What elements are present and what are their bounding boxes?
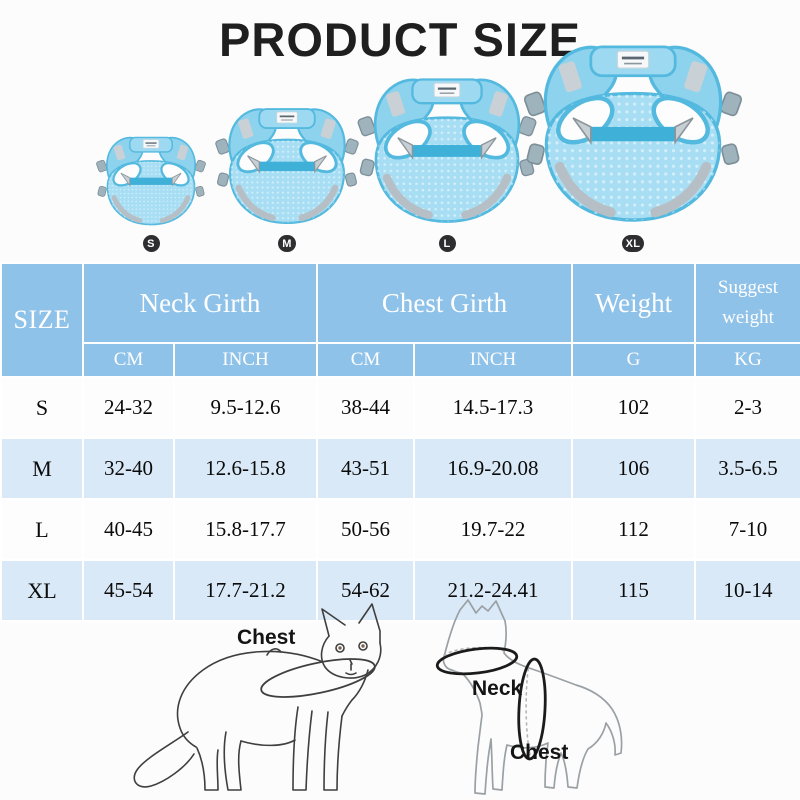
table-row-s: S 24-32 9.5-12.6 38-44 14.5-17.3 102 2-3 <box>0 376 800 439</box>
header-suggest-weight: Suggest weight <box>694 262 800 344</box>
dog-neck-label: Neck <box>472 677 523 700</box>
harness-size-xl-group: XL <box>522 38 744 252</box>
row-l-neck-cm: 40-45 <box>82 498 175 561</box>
row-xl-neck-inch: 17.7-21.2 <box>173 559 318 622</box>
row-l-weight: 112 <box>571 498 696 561</box>
row-l-size: L <box>0 498 84 561</box>
row-xl-suggest: 10-14 <box>694 559 800 622</box>
size-badge-m: M <box>278 235 296 252</box>
row-m-chest-inch: 16.9-20.08 <box>413 437 573 500</box>
subheader-chest-inch: INCH <box>413 342 573 378</box>
header-size: SIZE <box>0 262 84 378</box>
row-m-neck-cm: 32-40 <box>82 437 175 500</box>
row-l-chest-cm: 50-56 <box>316 498 415 561</box>
row-s-chest-inch: 14.5-17.3 <box>413 376 573 439</box>
page-title: PRODUCT SIZE <box>219 13 581 66</box>
row-m-chest-cm: 43-51 <box>316 437 415 500</box>
cat-drawing <box>133 603 382 791</box>
row-s-chest-cm: 38-44 <box>316 376 415 439</box>
header-neck-girth: Neck Girth <box>82 262 318 344</box>
row-m-neck-inch: 12.6-15.8 <box>173 437 318 500</box>
subheader-suggest-kg: KG <box>694 342 800 378</box>
row-s-neck-cm: 24-32 <box>82 376 175 439</box>
row-l-neck-inch: 15.8-17.7 <box>173 498 318 561</box>
size-badge-l: L <box>438 235 456 252</box>
row-xl-weight: 115 <box>571 559 696 622</box>
row-l-suggest: 7-10 <box>694 498 800 561</box>
harness-size-m-group: M <box>214 103 360 252</box>
harness-size-s-group: S <box>95 133 207 252</box>
dog-measure-guide: Neck Chest <box>432 597 642 800</box>
row-xl-chest-cm: 54-62 <box>316 559 415 622</box>
table-row-l: L 40-45 15.8-17.7 50-56 19.7-22 112 7-10 <box>0 498 800 561</box>
row-s-neck-inch: 9.5-12.6 <box>173 376 318 439</box>
row-l-chest-inch: 19.7-22 <box>413 498 573 561</box>
harness-image-m <box>214 103 360 229</box>
size-badge-s: S <box>142 235 160 252</box>
dog-drawing <box>435 599 623 795</box>
harness-image-s <box>95 133 207 229</box>
table-row-xl: XL 45-54 17.7-21.2 54-62 21.2-24.41 115 … <box>0 559 800 622</box>
row-xl-chest-inch: 21.2-24.41 <box>413 559 573 622</box>
size-table: SIZE Neck Girth Chest Girth Weight Sugge… <box>0 262 800 622</box>
size-badge-xl: XL <box>621 235 645 252</box>
subheader-chest-cm: CM <box>316 342 415 378</box>
harness-image-xl <box>522 38 744 229</box>
row-m-suggest: 3.5-6.5 <box>694 437 800 500</box>
row-m-size: M <box>0 437 84 500</box>
header-chest-girth: Chest Girth <box>316 262 573 344</box>
row-s-weight: 102 <box>571 376 696 439</box>
subheader-neck-cm: CM <box>82 342 175 378</box>
subheader-weight-g: G <box>571 342 696 378</box>
row-s-size: S <box>0 376 84 439</box>
cat-measure-guide: Chest <box>125 600 405 800</box>
header-weight: Weight <box>571 262 696 344</box>
table-row-m: M 32-40 12.6-15.8 43-51 16.9-20.08 106 3… <box>0 437 800 500</box>
row-s-suggest: 2-3 <box>694 376 800 439</box>
subheader-neck-inch: INCH <box>173 342 318 378</box>
row-xl-size: XL <box>0 559 84 622</box>
dog-chest-label: Chest <box>510 741 569 764</box>
harness-image-l <box>356 72 538 229</box>
row-xl-neck-cm: 45-54 <box>82 559 175 622</box>
harness-size-l-group: L <box>356 72 538 252</box>
cat-chest-label: Chest <box>237 626 296 649</box>
row-m-weight: 106 <box>571 437 696 500</box>
